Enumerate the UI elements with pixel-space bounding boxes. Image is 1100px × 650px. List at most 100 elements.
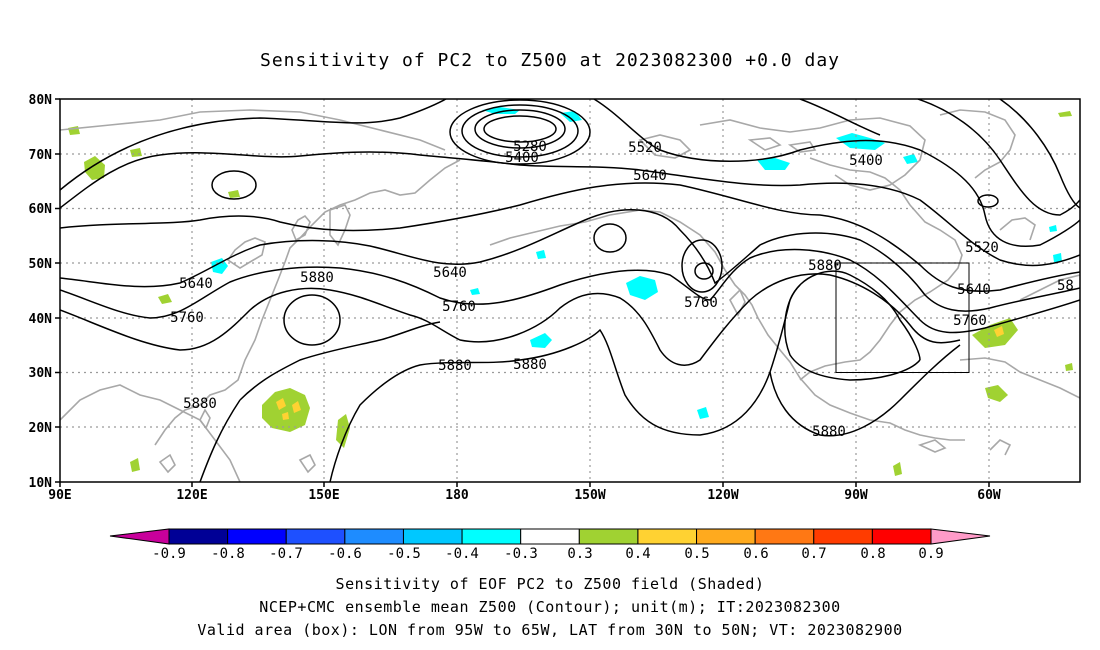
contour-labels: 5280 5400 5520 5640 5400 5520 5640 5880 … (170, 139, 1074, 440)
positive-patch-west-pacific (262, 388, 310, 432)
positive-patch-small-5 (130, 148, 142, 157)
positive-patch-small-7 (228, 190, 240, 198)
positive-patch-small-1 (336, 414, 350, 448)
colorbar-cell (285, 528, 346, 545)
colorbar-cell (227, 528, 287, 545)
lat-label: 30N (29, 366, 53, 381)
positive-patch-small-8 (68, 126, 80, 135)
lon-labels: 90E 120E 150E 180 150W 120W 90W 60W (48, 488, 1001, 503)
negative-patch-small-1 (697, 407, 709, 419)
colorbar-tick: 0.3 (567, 546, 592, 562)
negative-patch-pacific (626, 276, 658, 300)
colorbar (109, 528, 991, 545)
contour-label: 5640 (633, 168, 667, 184)
colorbar-tick: -0.4 (445, 546, 479, 562)
lat-label: 10N (29, 476, 53, 491)
colorbar-tick: -0.5 (387, 546, 421, 562)
colorbar-cell (344, 528, 404, 545)
positive-patch-small-2 (130, 458, 140, 472)
negative-patch-small-3 (536, 250, 546, 259)
map-title: Sensitivity of PC2 to Z500 at 2023082300… (259, 50, 840, 71)
patch-0.4-a (276, 398, 286, 410)
valid-area-box (835, 262, 970, 373)
negative-patch-small-2 (903, 154, 918, 164)
positive-patch-small-3 (893, 462, 902, 476)
lat-label: 80N (29, 93, 53, 108)
colorbar-cell (871, 528, 932, 545)
negative-patch-small-5 (1049, 225, 1057, 232)
lon-label: 90W (844, 488, 868, 503)
patch-0.4-c (282, 412, 289, 420)
positive-patch-atlantic (972, 318, 1018, 348)
colorbar-tick: 0.5 (684, 546, 709, 562)
lon-label: 90E (48, 488, 71, 503)
negative-patch-arctic-2 (560, 111, 582, 122)
colorbar-low-end (109, 528, 170, 545)
contour-label: 5760 (442, 299, 476, 315)
negative-patch-small-4 (1053, 253, 1062, 262)
colorbar-cell (813, 528, 873, 545)
lon-label: 60W (977, 488, 1001, 503)
colorbar-cell (578, 528, 639, 545)
footer-line-3: Valid area (box): LON from 95W to 65W, L… (197, 621, 903, 639)
colorbar-cell (754, 528, 815, 545)
colorbar-cell (402, 528, 463, 545)
lon-label: 150W (574, 488, 605, 503)
lat-labels: 80N 70N 60N 50N 40N 30N 20N 10N (29, 93, 53, 491)
footer-line-1: Sensitivity of EOF PC2 to Z500 field (Sh… (335, 575, 765, 593)
positive-patch-small-4 (158, 294, 172, 304)
positive-patch-small-9 (1065, 363, 1073, 371)
contour-label: 5640 (179, 276, 213, 292)
colorbar-cell (461, 528, 522, 545)
colorbar-tick: -0.7 (269, 546, 303, 562)
colorbar-cell (168, 528, 229, 545)
axis-ticks (55, 98, 990, 487)
z500-contours (60, 99, 1080, 482)
contour-label: 5880 (183, 396, 217, 412)
contour-label: 5880 (808, 258, 842, 274)
footer-line-2: NCEP+CMC ensemble mean Z500 (Contour); u… (259, 598, 841, 616)
contour-label: 5640 (957, 282, 991, 298)
contour-label: 5280 (513, 139, 547, 155)
contour-label: 5880 (513, 357, 547, 373)
lon-label: 120W (707, 488, 738, 503)
lat-label: 50N (29, 257, 53, 272)
negative-patch-japan-sea (211, 258, 228, 274)
contour-label: 5640 (433, 265, 467, 281)
colorbar-cell (696, 528, 756, 545)
positive-patch-small-6 (1058, 111, 1072, 117)
contour-label: 5880 (300, 270, 334, 286)
negative-patch-canada (757, 157, 790, 170)
colorbar-tick: 0.9 (918, 546, 943, 562)
colorbar-cell (520, 528, 580, 545)
lon-label: 180 (445, 488, 469, 503)
colorbar-tick: -0.9 (152, 546, 186, 562)
contour-label: 5760 (953, 313, 987, 329)
positive-patch-siberia (84, 156, 105, 180)
contour-label: 5520 (965, 240, 999, 256)
colorbar-tick: -0.6 (328, 546, 362, 562)
coastlines (60, 109, 1080, 482)
contour-label: 58 (1057, 278, 1074, 294)
colorbar-tick: 0.8 (860, 546, 885, 562)
lon-label: 150E (308, 488, 339, 503)
colorbar-tick: 0.4 (625, 546, 650, 562)
lat-label: 20N (29, 421, 53, 436)
contour-label: 5760 (684, 295, 718, 311)
colorbar-tick-labels: -0.9 -0.8 -0.7 -0.6 -0.5 -0.4 -0.3 0.3 0… (152, 546, 944, 562)
negative-patch-greenland (836, 133, 885, 150)
colorbar-cell (637, 528, 698, 545)
lat-label: 70N (29, 148, 53, 163)
positive-patch-atlantic-south (985, 385, 1008, 402)
colorbar-tick: 0.7 (801, 546, 826, 562)
colorbar-tick: 0.6 (743, 546, 768, 562)
lat-label: 40N (29, 312, 53, 327)
contour-label: 5760 (170, 310, 204, 326)
patch-0.4-atlantic (994, 326, 1004, 337)
colorbar-tick: -0.8 (211, 546, 245, 562)
lat-label: 60N (29, 202, 53, 217)
colorbar-tick: -0.3 (504, 546, 538, 562)
lat-lon-grid (60, 99, 1080, 482)
contour-label: 5880 (812, 424, 846, 440)
